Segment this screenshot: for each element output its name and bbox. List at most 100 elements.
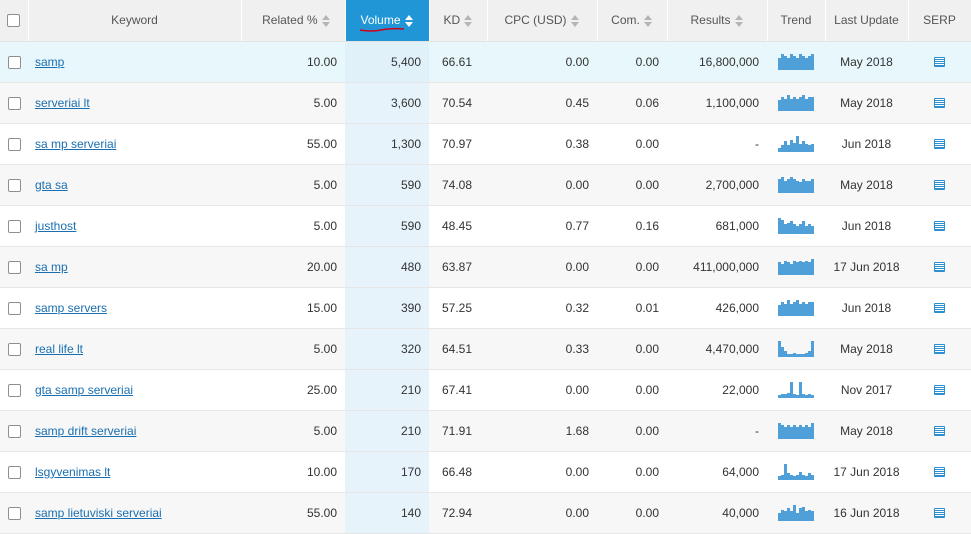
keyword-link[interactable]: justhost	[35, 218, 77, 233]
cpc-value: 0.33	[565, 341, 589, 356]
select-all-checkbox-cell[interactable]	[0, 0, 29, 42]
serp-cell[interactable]	[908, 492, 971, 534]
keyword-link[interactable]: samp	[35, 54, 65, 69]
trend-bar	[808, 144, 811, 152]
row-checkbox[interactable]	[7, 219, 21, 233]
serp-list-icon[interactable]	[934, 508, 945, 519]
row-checkbox[interactable]	[7, 342, 21, 356]
serp-cell[interactable]	[908, 410, 971, 452]
row-checkbox-cell[interactable]	[0, 287, 28, 329]
keyword-link[interactable]: gta samp serveriai	[35, 382, 134, 397]
row-checkbox-cell[interactable]	[0, 246, 28, 288]
serp-cell[interactable]	[908, 328, 971, 370]
trend-bar	[799, 471, 802, 480]
row-checkbox[interactable]	[7, 424, 21, 438]
serp-cell[interactable]	[908, 164, 971, 206]
serp-list-icon[interactable]	[934, 180, 945, 191]
serp-cell[interactable]	[908, 287, 971, 329]
row-checkbox-cell[interactable]	[0, 410, 28, 452]
select-all-checkbox[interactable]	[7, 14, 21, 28]
sort-icon[interactable]	[734, 15, 744, 28]
header-keyword[interactable]: Keyword	[28, 0, 242, 42]
trend-bar	[805, 260, 808, 275]
row-checkbox-cell[interactable]	[0, 123, 28, 165]
row-checkbox[interactable]	[7, 260, 21, 274]
header-volume[interactable]: Volume	[345, 0, 430, 42]
serp-list-icon[interactable]	[934, 467, 945, 478]
kd-cell: 67.41	[429, 369, 487, 411]
row-checkbox[interactable]	[7, 178, 21, 192]
trend-bar	[793, 55, 796, 70]
row-checkbox-cell[interactable]	[0, 164, 28, 206]
com-value: 0.00	[635, 505, 659, 520]
trend-bar	[805, 510, 808, 521]
volume-value: 210	[400, 382, 421, 397]
sort-active-icon[interactable]	[404, 15, 414, 28]
header-related[interactable]: Related %	[241, 0, 346, 42]
keyword-link[interactable]: samp servers	[35, 300, 108, 315]
keyword-cell: gta samp serveriai	[28, 369, 241, 411]
com-value: 0.00	[635, 341, 659, 356]
serp-cell[interactable]	[908, 369, 971, 411]
sort-icon[interactable]	[643, 15, 653, 28]
row-checkbox[interactable]	[7, 137, 21, 151]
serp-list-icon[interactable]	[934, 262, 945, 273]
trend-bar	[778, 147, 781, 152]
serp-list-icon[interactable]	[934, 385, 945, 396]
trend-bar	[796, 261, 799, 275]
trend-bar	[802, 94, 805, 111]
trend-bar	[784, 393, 787, 398]
serp-list-icon[interactable]	[934, 426, 945, 437]
serp-list-icon[interactable]	[934, 221, 945, 232]
trend-bar	[787, 299, 790, 316]
row-checkbox-cell[interactable]	[0, 328, 28, 370]
keyword-link[interactable]: lsgyvenimas lt	[35, 464, 111, 479]
row-checkbox-cell[interactable]	[0, 451, 28, 493]
row-checkbox[interactable]	[7, 465, 21, 479]
serp-cell[interactable]	[908, 451, 971, 493]
keyword-link[interactable]: samp lietuviski serveriai	[35, 505, 162, 520]
trend-cell	[767, 369, 825, 411]
serp-list-icon[interactable]	[934, 344, 945, 355]
serp-cell[interactable]	[908, 205, 971, 247]
kd-value: 71.91	[442, 423, 473, 438]
serp-list-icon[interactable]	[934, 57, 945, 68]
row-checkbox-cell[interactable]	[0, 205, 28, 247]
keyword-link[interactable]: sa mp	[35, 259, 68, 274]
volume-value: 320	[400, 341, 421, 356]
sort-icon[interactable]	[321, 15, 331, 28]
serp-list-icon[interactable]	[934, 98, 945, 109]
row-checkbox[interactable]	[7, 301, 21, 315]
keyword-link[interactable]: real life lt	[35, 341, 84, 356]
sort-icon[interactable]	[570, 15, 580, 28]
row-checkbox-cell[interactable]	[0, 41, 28, 83]
trend-bar	[790, 263, 793, 275]
keyword-link[interactable]: serveriai lt	[35, 95, 90, 110]
trend-bar	[802, 506, 805, 521]
trend-bar	[802, 178, 805, 193]
serp-cell[interactable]	[908, 41, 971, 83]
header-com[interactable]: Com.	[597, 0, 668, 42]
serp-cell[interactable]	[908, 246, 971, 288]
header-results[interactable]: Results	[667, 0, 768, 42]
header-cpc[interactable]: CPC (USD)	[487, 0, 598, 42]
keyword-link[interactable]: sa mp serveriai	[35, 136, 117, 151]
row-checkbox[interactable]	[7, 506, 21, 520]
trend-cell	[767, 287, 825, 329]
row-checkbox-cell[interactable]	[0, 82, 28, 124]
row-checkbox[interactable]	[7, 383, 21, 397]
trend-bar	[787, 353, 790, 357]
row-checkbox[interactable]	[7, 96, 21, 110]
com-value: 0.00	[635, 382, 659, 397]
serp-list-icon[interactable]	[934, 303, 945, 314]
row-checkbox-cell[interactable]	[0, 492, 28, 534]
keyword-link[interactable]: gta sa	[35, 177, 68, 192]
row-checkbox[interactable]	[7, 55, 21, 69]
header-kd[interactable]: KD	[429, 0, 488, 42]
row-checkbox-cell[interactable]	[0, 369, 28, 411]
serp-cell[interactable]	[908, 123, 971, 165]
keyword-link[interactable]: samp drift serveriai	[35, 423, 137, 438]
serp-list-icon[interactable]	[934, 139, 945, 150]
sort-icon[interactable]	[464, 15, 473, 28]
serp-cell[interactable]	[908, 82, 971, 124]
